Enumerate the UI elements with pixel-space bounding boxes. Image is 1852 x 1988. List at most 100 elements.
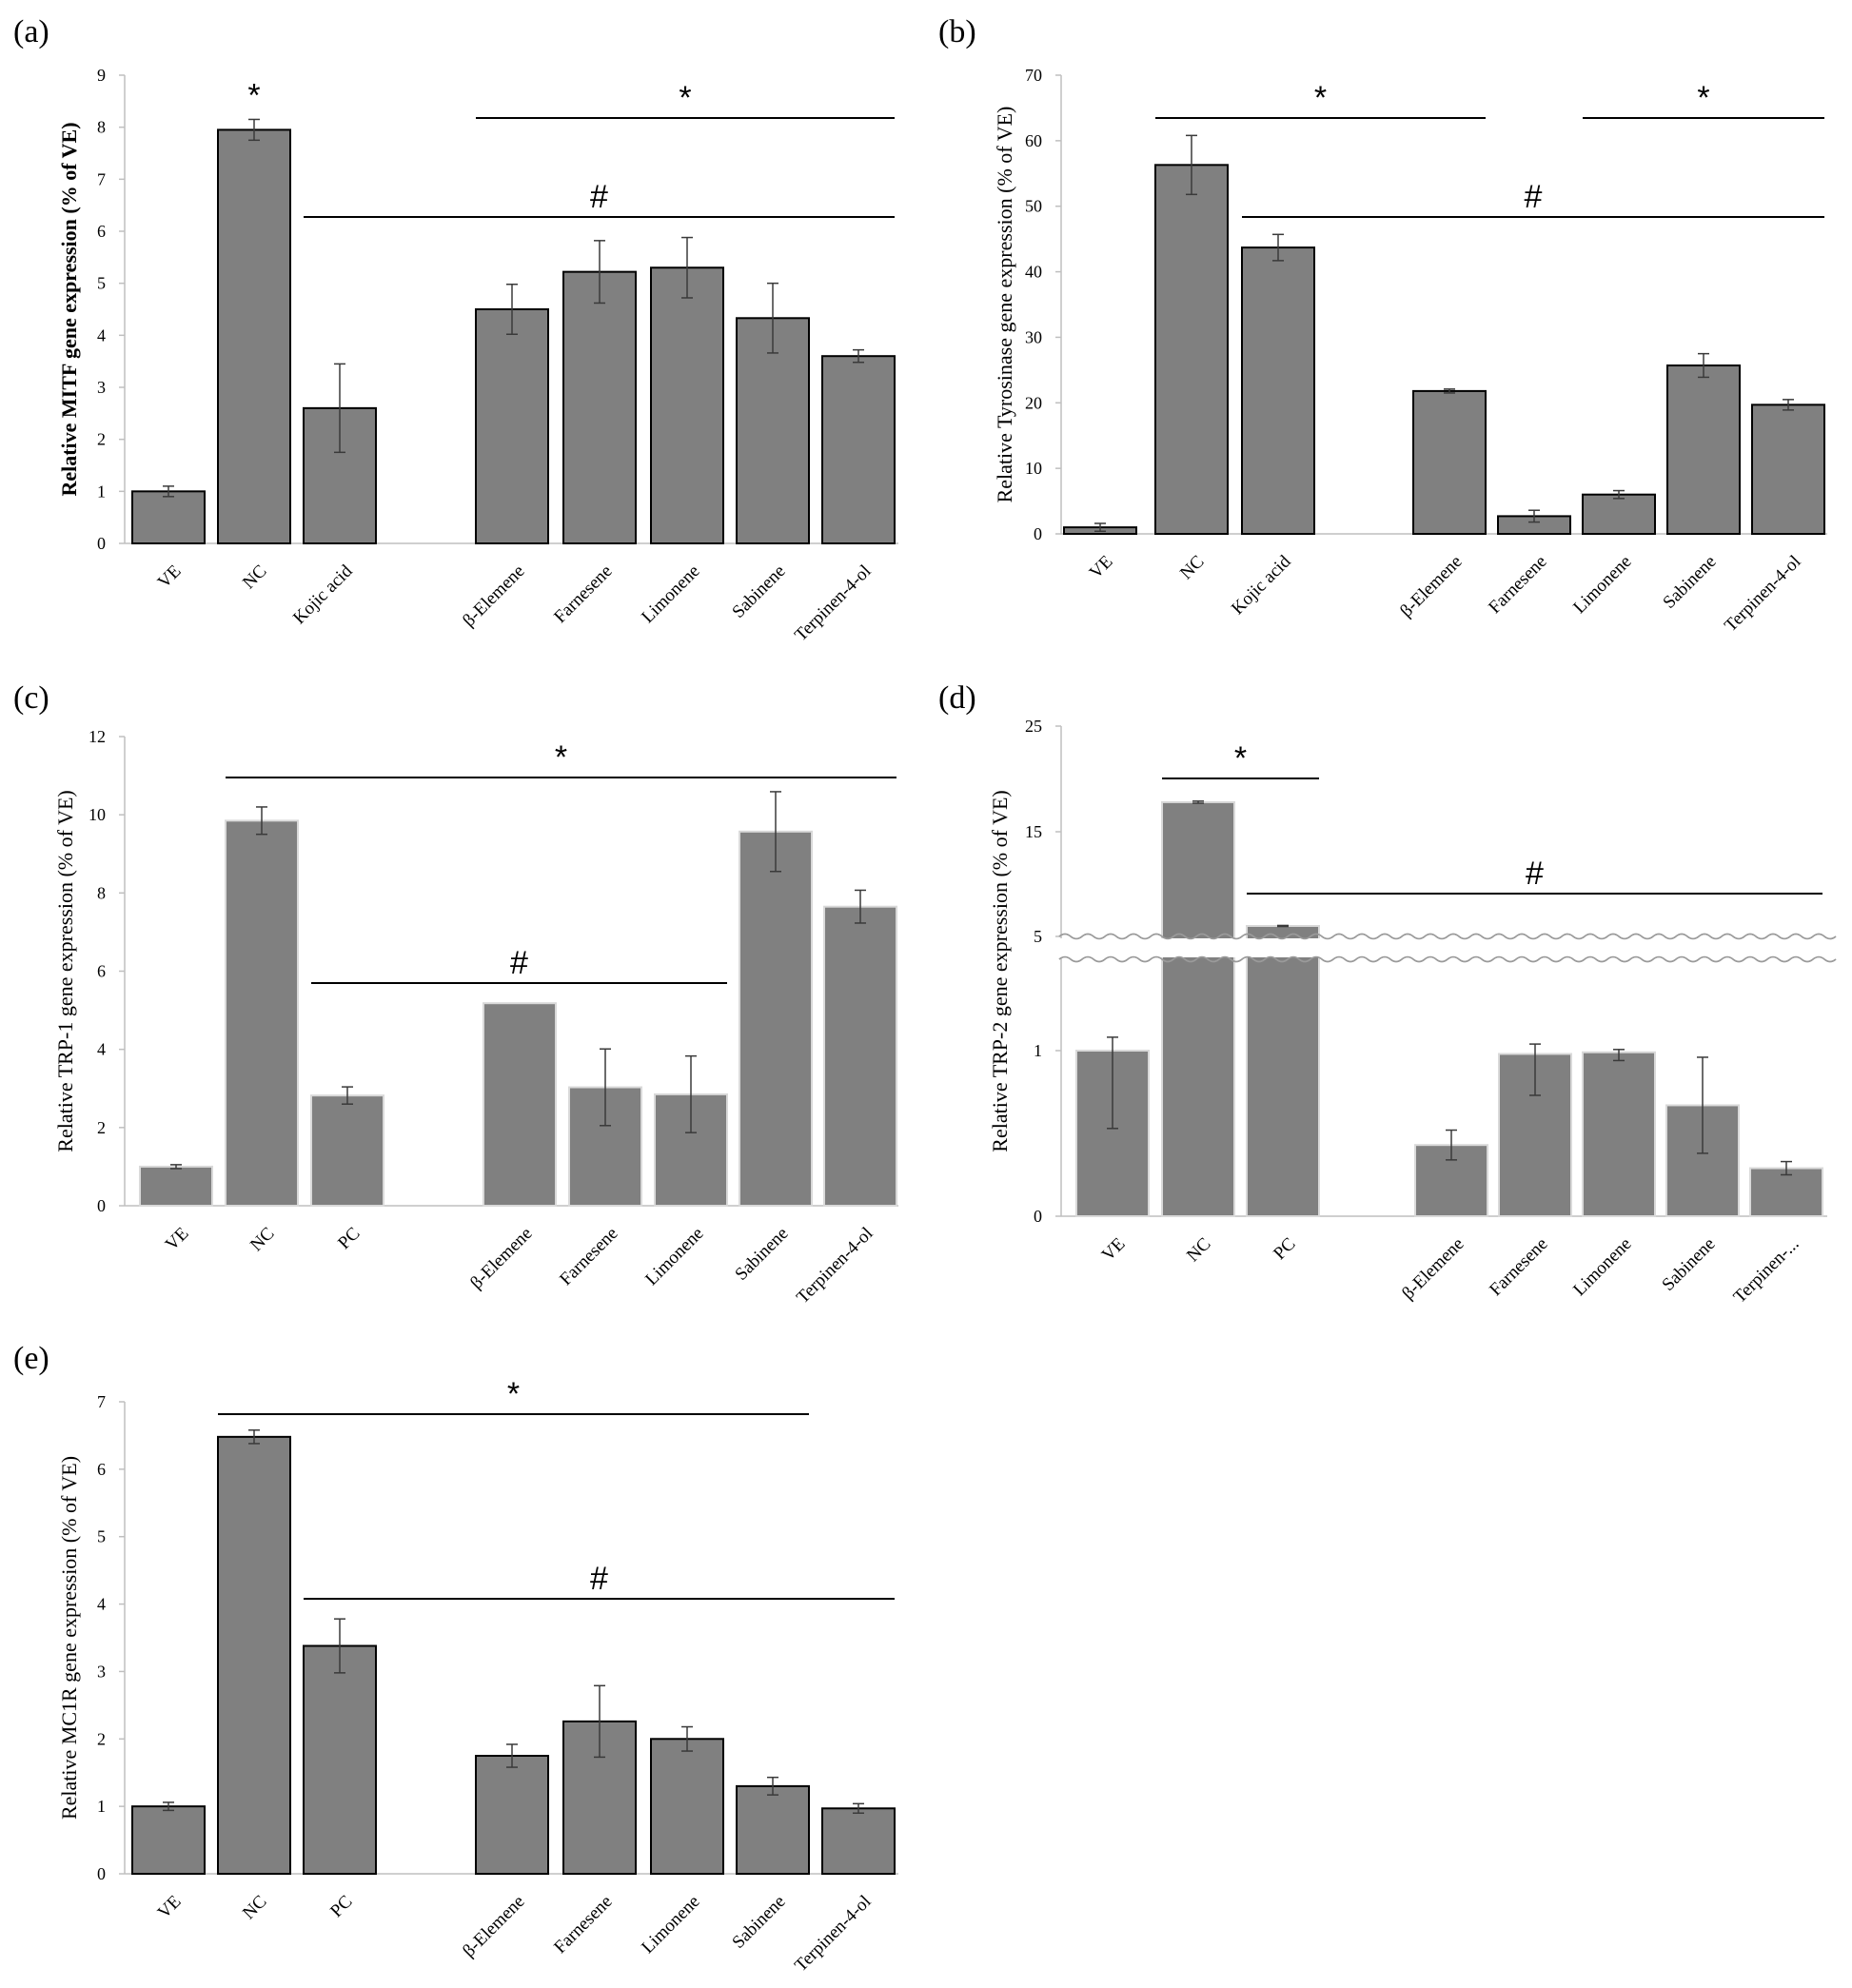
bar bbox=[483, 1002, 557, 1208]
y-tick-label: 40 bbox=[1025, 263, 1042, 282]
y-tick-label: 10 bbox=[89, 805, 106, 824]
x-tick-label: Sabinene bbox=[731, 1224, 792, 1285]
y-tick-label: 9 bbox=[97, 66, 106, 85]
axis-break-line bbox=[1058, 955, 1837, 963]
y-tick-label: 8 bbox=[97, 118, 106, 137]
bar bbox=[650, 1738, 724, 1876]
y-tick-label: 0 bbox=[1034, 524, 1042, 543]
x-tick-label: Limonene bbox=[641, 1224, 707, 1289]
chart-panel-4: (d) Relative TRP-2 gene expression (% of … bbox=[938, 680, 1837, 1308]
x-tick-label: Terpinen-4-ol bbox=[791, 1892, 876, 1977]
x-tick-label: Farnesene bbox=[550, 1892, 616, 1958]
x-tick-label: NC bbox=[239, 561, 271, 594]
significance-symbol: # bbox=[510, 945, 528, 981]
bar bbox=[1161, 800, 1235, 1217]
significance-symbol: # bbox=[1526, 856, 1544, 892]
y-tick-label: 4 bbox=[97, 1595, 106, 1614]
y-tick-label: 6 bbox=[97, 1460, 106, 1479]
x-tick-label: VE bbox=[154, 1892, 186, 1923]
bar bbox=[1666, 364, 1741, 535]
bar bbox=[1412, 389, 1487, 535]
x-tick-label: Limonene bbox=[638, 1892, 703, 1958]
x-tick-label: Terpinen-4-ol bbox=[1721, 552, 1805, 637]
y-tick-label: 7 bbox=[97, 169, 106, 188]
bar bbox=[1582, 1051, 1656, 1217]
x-tick-label: Kojic acid bbox=[1228, 551, 1295, 619]
y-axis-label: Relative MITF gene expression (% of VE) bbox=[57, 122, 81, 496]
bar bbox=[1154, 164, 1229, 535]
y-tick-label: 70 bbox=[1025, 66, 1042, 85]
bar bbox=[225, 819, 299, 1207]
significance-symbol: * bbox=[1697, 80, 1709, 116]
bar bbox=[739, 830, 813, 1208]
x-tick-label: Farnesene bbox=[1485, 552, 1550, 618]
x-tick-label: Limonene bbox=[638, 561, 703, 627]
x-tick-label: Farnesene bbox=[550, 561, 616, 627]
bar bbox=[131, 1805, 206, 1875]
bar bbox=[736, 1784, 810, 1876]
y-tick-label: 0 bbox=[1034, 1207, 1042, 1226]
bar bbox=[217, 1435, 291, 1875]
chart-panel-2: (b) Relative Tyrosinase gene expression (… bbox=[938, 14, 1827, 636]
y-tick-label: 20 bbox=[1025, 393, 1042, 412]
x-tick-label: VE bbox=[1086, 552, 1117, 583]
y-tick-label: 50 bbox=[1025, 197, 1042, 216]
bar bbox=[310, 1094, 384, 1208]
significance-symbol: * bbox=[247, 77, 260, 113]
x-tick-label: β-Elemene bbox=[459, 561, 528, 631]
significance-symbol: # bbox=[1525, 179, 1543, 215]
bar bbox=[1749, 1167, 1823, 1218]
x-tick-label: NC bbox=[1176, 552, 1209, 584]
bar bbox=[650, 266, 724, 544]
x-tick-label: Terpinen-4-ol bbox=[791, 561, 876, 646]
x-tick-label: Farnesene bbox=[556, 1224, 621, 1289]
x-tick-label: Sabinene bbox=[728, 561, 789, 622]
x-tick-label: VE bbox=[162, 1224, 193, 1255]
x-tick-label: PC bbox=[334, 1224, 364, 1253]
y-tick-label: 4 bbox=[97, 1040, 106, 1059]
panel-label: (a) bbox=[13, 14, 49, 49]
y-tick-label: 5 bbox=[1034, 927, 1042, 946]
y-tick-label: 0 bbox=[97, 1864, 106, 1883]
significance-symbol: * bbox=[1314, 80, 1327, 116]
x-tick-label: NC bbox=[239, 1892, 271, 1924]
bar bbox=[821, 1807, 896, 1875]
y-tick-label: 3 bbox=[97, 1662, 106, 1681]
axis-break-gap bbox=[1058, 938, 1830, 957]
bar bbox=[139, 1165, 213, 1207]
x-tick-label: Farnesene bbox=[1486, 1234, 1551, 1300]
x-tick-label: NC bbox=[246, 1224, 279, 1256]
y-tick-label: 25 bbox=[1025, 717, 1042, 736]
y-axis-label: Relative MC1R gene expression (% of VE) bbox=[57, 1456, 81, 1820]
bar bbox=[823, 905, 897, 1208]
panel-label: (b) bbox=[938, 14, 976, 49]
x-tick-label: Limonene bbox=[1569, 552, 1635, 618]
y-tick-label: 2 bbox=[97, 430, 106, 449]
y-tick-label: 2 bbox=[97, 1729, 106, 1748]
bar bbox=[475, 1755, 549, 1875]
panel-label: (c) bbox=[13, 680, 49, 716]
significance-symbol: * bbox=[507, 1376, 520, 1412]
significance-symbol: # bbox=[590, 179, 608, 215]
bar bbox=[562, 270, 637, 544]
y-tick-label: 6 bbox=[97, 962, 106, 981]
significance-symbol: * bbox=[1234, 740, 1247, 777]
y-tick-label: 0 bbox=[97, 1196, 106, 1215]
x-tick-label: β-Elemene bbox=[466, 1224, 536, 1293]
y-tick-label: 5 bbox=[97, 274, 106, 293]
bar bbox=[1241, 246, 1315, 535]
y-tick-label: 60 bbox=[1025, 131, 1042, 150]
bar bbox=[821, 355, 896, 545]
bar bbox=[736, 317, 810, 544]
y-tick-label: 12 bbox=[89, 727, 106, 746]
x-tick-label: Sabinene bbox=[1658, 1234, 1719, 1295]
significance-symbol: * bbox=[679, 80, 691, 116]
y-tick-label: 15 bbox=[1025, 822, 1042, 841]
x-tick-label: PC bbox=[326, 1892, 356, 1921]
y-tick-label: 6 bbox=[97, 222, 106, 241]
bar bbox=[131, 490, 206, 544]
x-tick-label: PC bbox=[1270, 1234, 1299, 1264]
y-tick-label: 7 bbox=[97, 1392, 106, 1411]
significance-symbol: * bbox=[555, 739, 567, 776]
bar bbox=[303, 1644, 377, 1875]
